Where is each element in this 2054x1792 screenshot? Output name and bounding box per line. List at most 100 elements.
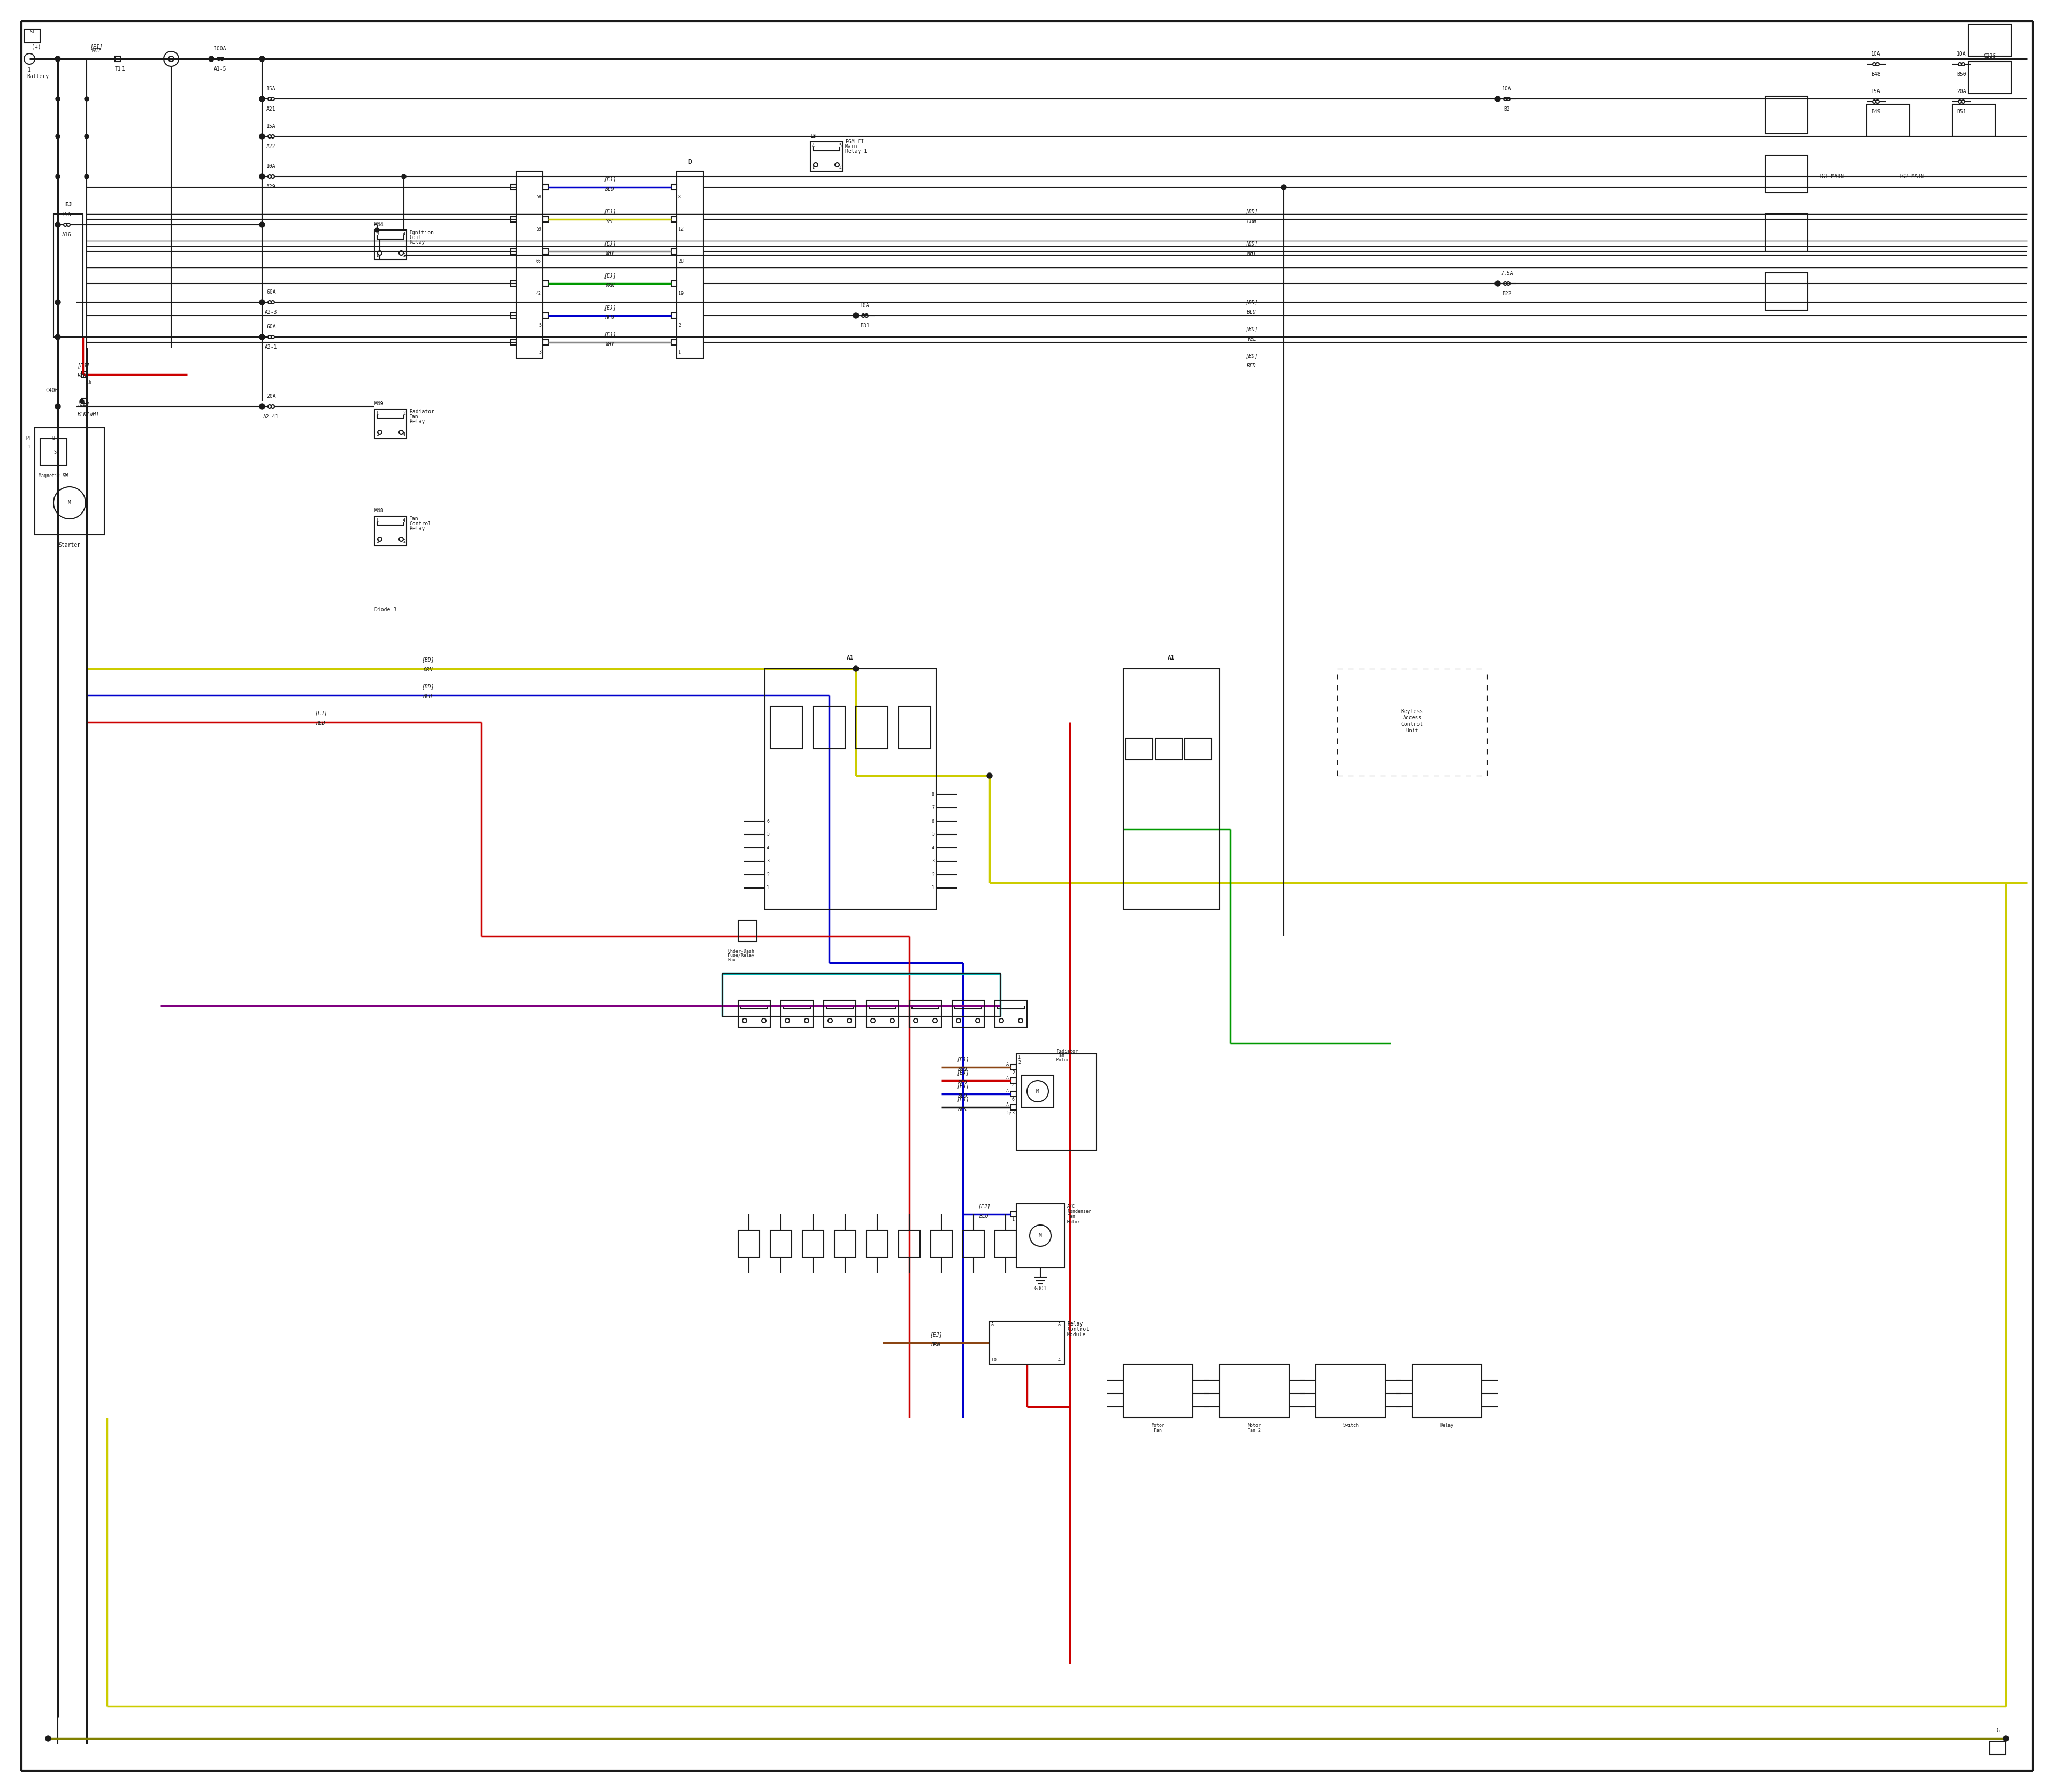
Text: [BD]: [BD]	[421, 683, 433, 688]
Text: 8: 8	[933, 792, 935, 797]
Circle shape	[259, 97, 265, 102]
Bar	[511, 314, 516, 319]
Text: A2-1: A2-1	[265, 344, 277, 349]
Text: 1: 1	[29, 68, 31, 73]
Text: BLU: BLU	[980, 1213, 988, 1219]
Bar	[737, 1000, 770, 1027]
Text: 42: 42	[536, 290, 542, 296]
Bar	[672, 314, 676, 319]
Bar	[542, 281, 548, 287]
Text: 2: 2	[1013, 1070, 1015, 1075]
Text: [EJ]: [EJ]	[78, 362, 90, 367]
Text: A22: A22	[267, 143, 275, 149]
Circle shape	[84, 97, 88, 100]
Text: A1: A1	[1169, 656, 1175, 661]
Text: C406: C406	[45, 387, 58, 392]
Text: 15A: 15A	[62, 211, 72, 217]
Bar	[542, 340, 548, 346]
Bar	[374, 409, 407, 439]
Text: Main: Main	[844, 143, 859, 149]
Bar	[1764, 213, 1808, 251]
Text: Control: Control	[1401, 722, 1423, 728]
Text: A: A	[1006, 1063, 1009, 1066]
Circle shape	[55, 403, 60, 409]
Bar	[1867, 104, 1910, 136]
Text: Fan: Fan	[409, 516, 419, 521]
Bar	[511, 249, 516, 254]
Text: 28: 28	[678, 258, 684, 263]
Text: Ignition: Ignition	[409, 229, 433, 235]
Text: 1: 1	[1013, 1217, 1015, 1222]
Text: Coil: Coil	[409, 235, 421, 240]
Text: WHT: WHT	[92, 48, 101, 54]
Bar	[41, 439, 68, 466]
Text: Relay: Relay	[409, 419, 425, 425]
Text: A: A	[992, 1322, 994, 1328]
Text: A1: A1	[846, 656, 854, 661]
Text: Relay: Relay	[409, 525, 425, 530]
Text: 10: 10	[992, 1358, 996, 1362]
Bar	[516, 172, 542, 358]
Bar	[857, 706, 887, 749]
Bar	[737, 1231, 760, 1256]
Bar	[764, 668, 937, 909]
Text: [EJ]: [EJ]	[314, 710, 327, 715]
Text: M44: M44	[374, 222, 384, 228]
Text: 59: 59	[536, 228, 542, 231]
Bar	[1953, 104, 1994, 136]
Circle shape	[852, 667, 859, 672]
Text: WHT: WHT	[606, 251, 614, 256]
Text: 66: 66	[536, 258, 542, 263]
Circle shape	[55, 222, 60, 228]
Bar	[737, 919, 756, 941]
Bar	[770, 706, 803, 749]
Circle shape	[259, 299, 265, 305]
Text: 1: 1	[376, 410, 378, 416]
Text: 1: 1	[933, 885, 935, 891]
Bar	[994, 1231, 1017, 1256]
Bar	[672, 185, 676, 190]
Bar	[82, 371, 86, 376]
Text: 8: 8	[678, 195, 682, 199]
Text: [EJ]: [EJ]	[604, 272, 616, 278]
Circle shape	[55, 335, 60, 340]
Bar	[25, 29, 41, 43]
Text: Magnetic SW: Magnetic SW	[39, 473, 68, 478]
Circle shape	[376, 228, 380, 233]
Text: 20A: 20A	[1957, 90, 1966, 95]
Text: WHT: WHT	[1247, 251, 1257, 256]
Text: RED: RED	[1247, 364, 1257, 369]
Circle shape	[259, 134, 265, 140]
Text: BLU: BLU	[423, 694, 433, 699]
Text: 100A: 100A	[214, 47, 226, 52]
Text: C225: C225	[1984, 54, 1996, 59]
Text: 2: 2	[403, 253, 405, 258]
Text: Relay: Relay	[1068, 1321, 1082, 1326]
Text: A2-3: A2-3	[265, 310, 277, 315]
Text: 7: 7	[933, 805, 935, 810]
Bar	[963, 1231, 984, 1256]
Text: T4: T4	[25, 435, 31, 441]
Text: Relay: Relay	[409, 240, 425, 246]
Circle shape	[84, 134, 88, 138]
Text: 2: 2	[766, 873, 768, 876]
Bar	[867, 1231, 887, 1256]
Text: BLU: BLU	[606, 186, 614, 192]
Text: 4: 4	[403, 432, 405, 437]
Text: 4: 4	[1058, 1358, 1060, 1362]
Circle shape	[45, 1736, 51, 1742]
Bar	[803, 1231, 824, 1256]
Text: 3: 3	[766, 858, 768, 864]
Bar	[824, 1000, 857, 1027]
Circle shape	[259, 222, 265, 228]
Text: B2: B2	[1504, 106, 1510, 111]
Text: B49: B49	[1871, 109, 1881, 115]
Text: B31: B31	[861, 323, 869, 328]
Text: RED: RED	[316, 720, 327, 726]
Circle shape	[1495, 97, 1499, 102]
Circle shape	[261, 97, 265, 100]
Text: [EI]: [EI]	[90, 43, 103, 48]
Text: [EJ]: [EJ]	[604, 208, 616, 213]
Text: 3: 3	[933, 858, 935, 864]
Bar	[781, 1000, 813, 1027]
